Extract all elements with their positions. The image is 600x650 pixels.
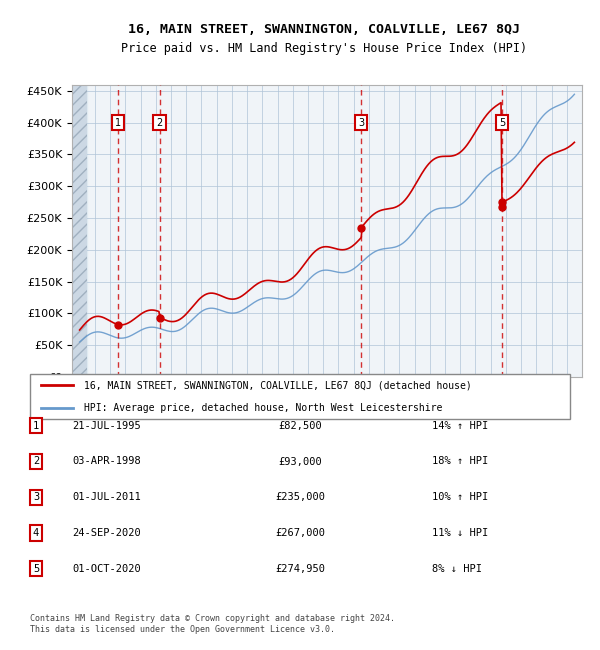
Text: 10% ↑ HPI: 10% ↑ HPI: [432, 492, 488, 502]
Bar: [64, 84, 87, 377]
Text: HPI: Average price, detached house, North West Leicestershire: HPI: Average price, detached house, Nort…: [84, 403, 442, 413]
Text: 1: 1: [115, 118, 121, 127]
Text: 16, MAIN STREET, SWANNINGTON, COALVILLE, LE67 8QJ (detached house): 16, MAIN STREET, SWANNINGTON, COALVILLE,…: [84, 380, 472, 390]
Bar: [64, 84, 87, 377]
Text: 4: 4: [33, 528, 39, 538]
Text: 01-JUL-2011: 01-JUL-2011: [72, 492, 141, 502]
Text: 16, MAIN STREET, SWANNINGTON, COALVILLE, LE67 8QJ: 16, MAIN STREET, SWANNINGTON, COALVILLE,…: [128, 23, 520, 36]
Text: 14% ↑ HPI: 14% ↑ HPI: [432, 421, 488, 431]
Text: £93,000: £93,000: [278, 456, 322, 467]
Text: 8% ↓ HPI: 8% ↓ HPI: [432, 564, 482, 574]
Text: 1: 1: [33, 421, 39, 431]
Text: 3: 3: [358, 118, 364, 127]
Text: Price paid vs. HM Land Registry's House Price Index (HPI): Price paid vs. HM Land Registry's House …: [121, 42, 527, 55]
Text: Contains HM Land Registry data © Crown copyright and database right 2024.
This d: Contains HM Land Registry data © Crown c…: [30, 614, 395, 634]
Text: 24-SEP-2020: 24-SEP-2020: [72, 528, 141, 538]
Text: 11% ↓ HPI: 11% ↓ HPI: [432, 528, 488, 538]
Text: 2: 2: [33, 456, 39, 467]
Text: 01-OCT-2020: 01-OCT-2020: [72, 564, 141, 574]
Text: £267,000: £267,000: [275, 528, 325, 538]
Text: 5: 5: [499, 118, 505, 127]
Text: £274,950: £274,950: [275, 564, 325, 574]
FancyBboxPatch shape: [30, 374, 570, 419]
Text: 18% ↑ HPI: 18% ↑ HPI: [432, 456, 488, 467]
Text: 3: 3: [33, 492, 39, 502]
Text: 5: 5: [33, 564, 39, 574]
Text: 21-JUL-1995: 21-JUL-1995: [72, 421, 141, 431]
Text: £235,000: £235,000: [275, 492, 325, 502]
Text: £82,500: £82,500: [278, 421, 322, 431]
Text: 03-APR-1998: 03-APR-1998: [72, 456, 141, 467]
Text: 2: 2: [157, 118, 163, 127]
